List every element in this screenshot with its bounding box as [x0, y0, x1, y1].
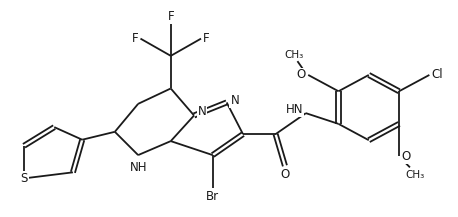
Text: CH₃: CH₃ [284, 50, 304, 60]
Text: HN: HN [286, 103, 304, 116]
Text: O: O [280, 168, 289, 181]
Text: F: F [131, 32, 138, 45]
Text: N: N [230, 94, 239, 107]
Text: O: O [401, 150, 411, 163]
Text: Cl: Cl [432, 68, 443, 81]
Text: O: O [297, 68, 306, 81]
Text: S: S [20, 172, 27, 185]
Text: F: F [203, 32, 210, 45]
Text: CH₃: CH₃ [406, 169, 425, 179]
Text: F: F [168, 10, 174, 23]
Text: N: N [198, 105, 207, 118]
Text: NH: NH [131, 161, 148, 174]
Text: Br: Br [206, 190, 219, 203]
